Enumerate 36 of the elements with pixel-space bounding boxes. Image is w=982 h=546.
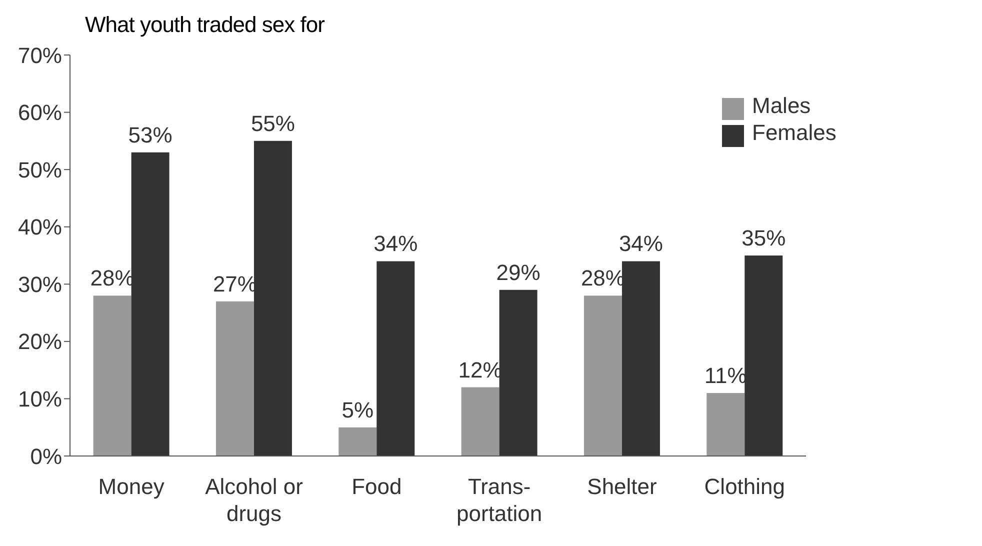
x-tick-label: Clothing: [704, 474, 786, 499]
bar: [584, 296, 622, 456]
bar: [338, 427, 377, 456]
y-tick-label: 70%: [18, 42, 62, 68]
data-label: 34%: [618, 231, 663, 256]
legend-label: Females: [752, 120, 836, 145]
bar: [744, 256, 783, 456]
data-label: 34%: [374, 231, 418, 256]
y-tick-label: 50%: [18, 157, 62, 182]
data-label: 5%: [342, 397, 374, 422]
x-tick-label: Trans- portation: [456, 474, 542, 526]
y-tick-label: 10%: [18, 386, 62, 412]
bar: [461, 387, 500, 456]
y-tick-label: 60%: [18, 100, 62, 126]
x-tick-label: Food: [352, 474, 402, 499]
legend-label: Males: [752, 93, 811, 118]
x-tick-label: Shelter: [587, 474, 657, 499]
bar: [499, 290, 538, 456]
bar: [93, 296, 132, 456]
data-label: 55%: [250, 110, 295, 136]
data-label: 29%: [496, 260, 540, 285]
y-tick-label: 0%: [30, 444, 62, 469]
chart-title: What youth traded sex for: [85, 12, 324, 38]
bar: [216, 301, 254, 456]
y-tick-label: 40%: [18, 214, 62, 240]
bar: [254, 140, 292, 456]
data-label: 53%: [128, 122, 172, 148]
y-tick-label: 20%: [18, 329, 62, 354]
data-label: 35%: [742, 226, 786, 250]
bar: [131, 152, 170, 456]
bar: [706, 392, 745, 456]
x-tick-label: Money: [98, 474, 164, 499]
x-tick-label: Alcohol or drugs: [205, 474, 303, 526]
y-tick-label: 30%: [18, 272, 62, 297]
bar: [376, 261, 415, 456]
bar: [622, 261, 660, 456]
